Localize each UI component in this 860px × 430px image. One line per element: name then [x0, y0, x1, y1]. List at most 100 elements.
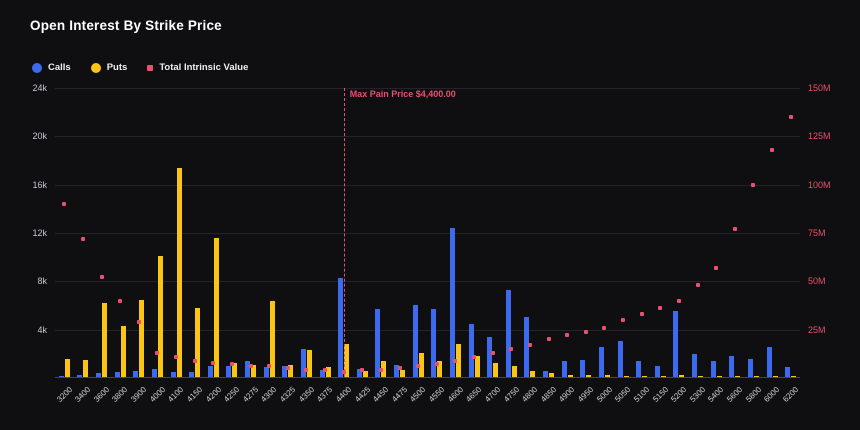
intrinsic-value-point[interactable]: [62, 202, 67, 206]
put-bar[interactable]: [102, 303, 108, 377]
call-bar[interactable]: [692, 354, 698, 377]
intrinsic-value-point[interactable]: [397, 366, 402, 371]
intrinsic-value-point[interactable]: [304, 368, 309, 373]
intrinsic-value-point[interactable]: [99, 275, 104, 280]
put-bar[interactable]: [474, 356, 480, 377]
intrinsic-value-point[interactable]: [285, 366, 290, 371]
put-bar[interactable]: [772, 376, 778, 377]
put-bar[interactable]: [176, 167, 182, 377]
call-bar[interactable]: [170, 372, 176, 377]
call-bar[interactable]: [133, 370, 139, 377]
call-bar[interactable]: [598, 346, 604, 377]
call-bar[interactable]: [710, 361, 716, 377]
put-bar[interactable]: [381, 361, 387, 377]
call-bar[interactable]: [151, 368, 157, 377]
call-bar[interactable]: [747, 358, 753, 377]
intrinsic-value-point[interactable]: [378, 368, 383, 373]
call-bar[interactable]: [636, 361, 642, 377]
put-bar[interactable]: [83, 360, 89, 377]
intrinsic-value-point[interactable]: [602, 325, 607, 330]
intrinsic-value-point[interactable]: [323, 368, 328, 373]
put-bar[interactable]: [698, 375, 704, 377]
intrinsic-value-point[interactable]: [509, 347, 514, 351]
call-bar[interactable]: [524, 316, 530, 377]
call-bar[interactable]: [189, 371, 195, 377]
intrinsic-value-point[interactable]: [267, 364, 272, 369]
call-bar[interactable]: [449, 228, 455, 377]
intrinsic-value-point[interactable]: [546, 337, 551, 342]
call-bar[interactable]: [226, 366, 232, 377]
call-bar[interactable]: [319, 369, 325, 377]
call-bar[interactable]: [654, 366, 660, 377]
intrinsic-value-point[interactable]: [174, 354, 179, 359]
call-bar[interactable]: [785, 367, 791, 377]
put-bar[interactable]: [139, 299, 145, 377]
put-bar[interactable]: [642, 375, 648, 377]
intrinsic-value-point[interactable]: [211, 360, 216, 365]
call-bar[interactable]: [505, 290, 511, 377]
put-bar[interactable]: [623, 375, 629, 377]
call-bar[interactable]: [431, 309, 437, 377]
intrinsic-value-point[interactable]: [583, 329, 588, 334]
put-bar[interactable]: [251, 364, 257, 377]
intrinsic-value-point[interactable]: [714, 265, 719, 270]
intrinsic-value-point[interactable]: [621, 318, 626, 322]
intrinsic-value-point[interactable]: [136, 319, 141, 324]
call-bar[interactable]: [338, 277, 344, 377]
intrinsic-value-point[interactable]: [695, 283, 700, 288]
put-bar[interactable]: [306, 350, 312, 377]
call-bar[interactable]: [207, 366, 213, 377]
put-bar[interactable]: [753, 376, 759, 377]
put-bar[interactable]: [716, 376, 722, 377]
call-bar[interactable]: [487, 337, 493, 377]
call-bar[interactable]: [245, 361, 251, 377]
call-bar[interactable]: [543, 370, 549, 377]
call-bar[interactable]: [580, 360, 586, 377]
put-bar[interactable]: [567, 374, 573, 377]
call-bar[interactable]: [96, 373, 102, 377]
put-bar[interactable]: [325, 367, 331, 377]
call-bar[interactable]: [729, 356, 735, 377]
intrinsic-value-point[interactable]: [770, 147, 775, 152]
put-bar[interactable]: [64, 358, 70, 377]
put-bar[interactable]: [735, 376, 741, 377]
intrinsic-value-point[interactable]: [472, 354, 477, 359]
call-bar[interactable]: [263, 367, 269, 377]
call-bar[interactable]: [394, 364, 400, 377]
call-bar[interactable]: [77, 375, 83, 377]
put-bar[interactable]: [418, 352, 424, 377]
put-bar[interactable]: [530, 370, 536, 377]
put-bar[interactable]: [549, 373, 555, 377]
intrinsic-value-point[interactable]: [248, 364, 253, 369]
put-bar[interactable]: [604, 374, 610, 377]
call-bar[interactable]: [282, 366, 288, 377]
intrinsic-value-point[interactable]: [80, 236, 85, 241]
intrinsic-value-point[interactable]: [676, 298, 681, 303]
put-bar[interactable]: [232, 362, 238, 377]
put-bar[interactable]: [269, 300, 275, 377]
call-bar[interactable]: [114, 372, 120, 377]
put-bar[interactable]: [157, 256, 163, 377]
put-bar[interactable]: [437, 361, 443, 377]
intrinsic-value-point[interactable]: [453, 358, 458, 363]
call-bar[interactable]: [58, 375, 64, 377]
call-bar[interactable]: [468, 323, 474, 377]
intrinsic-value-point[interactable]: [490, 350, 495, 355]
intrinsic-value-point[interactable]: [118, 298, 123, 303]
call-bar[interactable]: [412, 304, 418, 377]
intrinsic-value-point[interactable]: [341, 370, 346, 375]
put-bar[interactable]: [660, 376, 666, 377]
put-bar[interactable]: [679, 375, 685, 377]
put-bar[interactable]: [791, 376, 797, 377]
intrinsic-value-point[interactable]: [434, 362, 439, 367]
call-bar[interactable]: [300, 349, 306, 377]
call-bar[interactable]: [375, 309, 381, 377]
legend-item-total-intrinsic-value[interactable]: Total Intrinsic Value: [147, 62, 248, 73]
put-bar[interactable]: [511, 366, 517, 377]
intrinsic-value-point[interactable]: [658, 306, 663, 311]
intrinsic-value-point[interactable]: [732, 227, 737, 232]
put-bar[interactable]: [120, 326, 126, 377]
call-bar[interactable]: [617, 340, 623, 377]
intrinsic-value-point[interactable]: [788, 115, 793, 119]
intrinsic-value-point[interactable]: [527, 343, 532, 348]
